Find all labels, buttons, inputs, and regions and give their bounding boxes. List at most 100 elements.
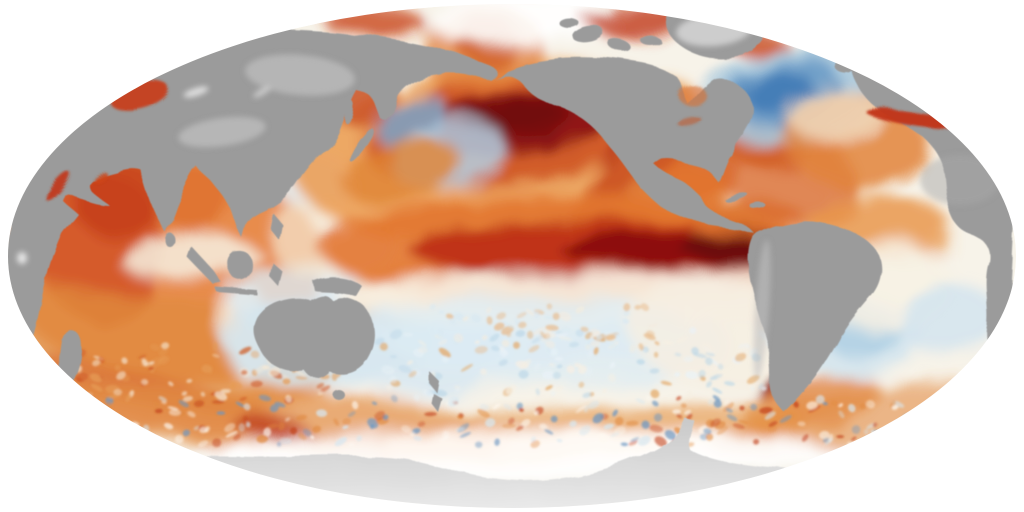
southern-ocean-mottling-speck [295,414,308,421]
subantarctic-blue-mottling-speck [676,335,688,344]
southern-ocean-mottling-speck [297,432,307,440]
southern-ocean-mottling-speck [137,437,146,443]
southern-ocean-mottling-speck [211,399,225,404]
subantarctic-blue-mottling-speck [389,329,403,340]
southern-ocean-mottling-speck [47,425,57,431]
southern-ocean-mottling-speck [154,402,160,407]
southern-ocean-mottling-speck [764,411,776,420]
south-indian-streaks-speck [161,342,170,350]
south-indian-streaks-speck [319,385,331,393]
southern-ocean-mottling-speck [705,433,714,441]
southern-ocean-mottling-speck [88,408,98,415]
subantarctic-blue-mottling-speck [385,384,393,391]
southern-ocean-mottling-speck [479,403,490,411]
southern-ocean-mottling-speck [867,439,878,448]
south-equatorial-specks-speck [546,346,552,354]
eurasia-africa-east [8,27,497,392]
southern-ocean-mottling-speck [104,423,111,428]
southern-ocean-mottling-speck [916,435,927,441]
southern-ocean-mottling-speck [645,395,652,401]
subantarctic-blue-mottling-speck [489,333,500,342]
southern-ocean-mottling-speck [962,400,972,410]
southern-ocean-mottling-speck [70,408,81,415]
south-indian-streaks-speck [181,391,188,396]
southern-ocean-mottling-speck [533,410,539,416]
southern-ocean-mottling-speck [848,403,856,413]
subantarctic-blue-mottling-speck [654,384,660,388]
southern-ocean-mottling-speck [278,422,285,431]
borneo [226,250,253,281]
southern-ocean-mottling-speck [768,421,778,427]
south-indian-streaks-speck [250,350,260,359]
subantarctic-blue-mottling-speck [540,388,546,392]
southern-ocean-mottling-speck [952,409,962,415]
southern-ocean-mottling-speck [154,408,163,414]
subantarctic-blue-mottling-speck [408,370,417,378]
southern-ocean-mottling-speck [508,417,515,425]
philippines [269,212,280,238]
south-indian-streaks-speck [74,386,82,395]
subantarctic-blue-mottling-speck [526,330,534,339]
southern-ocean-mottling-speck [447,396,459,407]
tasmania [332,389,344,399]
subantarctic-blue-mottling-speck [712,387,723,394]
southern-ocean-mottling-speck [699,433,708,441]
subantarctic-blue-mottling-speck [519,359,532,369]
southern-ocean-mottling-speck [413,435,422,441]
subantarctic-blue-mottling-speck [499,349,508,357]
southern-ocean-mottling-speck [628,440,638,446]
southern-ocean-mottling-speck [73,413,83,418]
subantarctic-blue-mottling-speck [608,373,616,383]
southern-ocean-mottling-speck [342,425,349,430]
southern-ocean-mottling-speck [274,401,286,408]
lake-balkhash [183,86,209,98]
southern-ocean-mottling-speck [475,441,483,448]
southern-ocean-mottling-speck [302,428,312,437]
subantarctic-blue-mottling-speck [474,340,480,344]
southern-ocean-mottling-speck [105,408,111,417]
cuba [723,191,747,201]
south-equatorial-specks-speck [647,322,659,329]
land-texture [17,13,1000,380]
southern-ocean-mottling-speck [163,422,174,430]
southern-ocean-mottling-speck [815,395,825,404]
subantarctic-blue-mottling-speck [542,370,555,380]
subantarctic-blue-mottling-speck [707,364,715,371]
southern-ocean-mottling-speck [72,426,78,435]
southern-ocean-mottling-speck [187,411,196,418]
south-equatorial-specks-speck [446,313,454,320]
southern-ocean-mottling-speck [459,431,472,438]
subantarctic-blue-mottling-speck [734,352,747,362]
southern-ocean-mottling-speck [649,424,663,433]
south-equatorial-specks-speck [623,309,630,317]
south-indian-streaks-speck [208,365,213,374]
southern-ocean-mottling-speck [289,427,298,435]
azores-pale [785,90,885,140]
south-indian-streaks-speck [212,353,220,358]
subantarctic-blue-mottling-speck [683,356,694,362]
southern-ocean-mottling-speck [116,437,122,441]
southern-ocean-mottling-speck [948,409,960,419]
southern-ocean-mottling-speck [947,428,957,436]
southern-ocean-mottling-speck [654,436,667,447]
southern-ocean-mottling-speck [620,442,629,447]
subantarctic-blue-mottling-speck [686,390,693,398]
south-indian-streaks-speck [158,356,170,365]
southern-ocean-mottling-speck [158,396,168,402]
south-equatorial-specks-speck [532,310,540,319]
southern-ocean-mottling-speck [47,440,60,449]
southern-ocean-mottling-speck [592,413,604,424]
south-indian-streaks-speck [114,364,121,371]
southern-ocean-mottling-speck [494,438,500,446]
southern-ocean-mottling-speck [910,424,918,432]
new-zealand-north [428,370,438,392]
southern-ocean-mottling-speck [97,406,107,416]
south-indian-streaks-speck [285,394,292,403]
southern-ocean-mottling-speck [793,401,799,408]
southern-ocean-mottling-speck [965,399,976,406]
southern-ocean-mottling-speck [238,423,246,432]
southern-ocean-mottling-speck [588,400,600,409]
red-sea-streak [46,171,70,201]
southern-ocean-mottling-speck [797,421,806,427]
subantarctic-blue-mottling-speck [398,365,412,374]
